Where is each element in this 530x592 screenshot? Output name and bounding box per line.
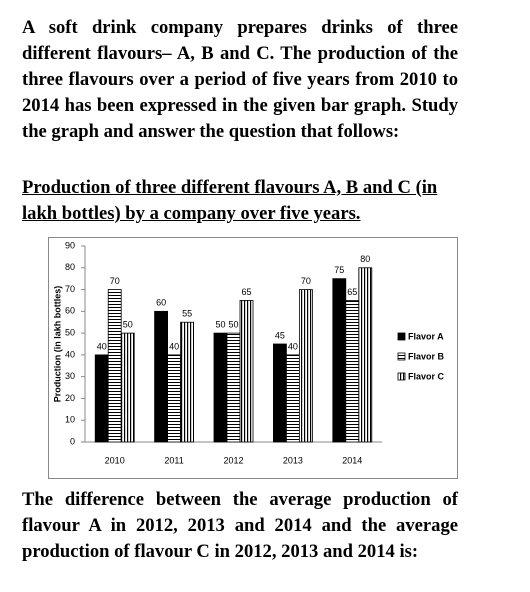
bar <box>239 300 254 443</box>
bar <box>120 332 135 443</box>
y-tick-label: 30 <box>65 371 75 381</box>
data-label: 40 <box>169 341 179 351</box>
data-label: 80 <box>360 254 370 264</box>
bar <box>358 267 373 443</box>
bar <box>298 289 313 443</box>
y-tick-label: 70 <box>65 284 75 294</box>
y-axis-label: Production (in lakh bottles) <box>52 286 62 403</box>
x-tick-label: 2010 <box>105 455 125 465</box>
x-tick-label: 2011 <box>164 455 183 465</box>
y-tick-label: 60 <box>65 306 75 316</box>
y-tick-label: 80 <box>65 262 75 272</box>
x-tick-label: 2013 <box>283 455 303 465</box>
chart-title: Production of three different flavours A… <box>22 177 438 224</box>
data-label: 70 <box>301 276 311 286</box>
data-label: 55 <box>182 309 192 319</box>
data-label: 70 <box>110 276 120 286</box>
x-tick-label: 2012 <box>223 455 243 465</box>
y-tick-label: 50 <box>65 327 75 337</box>
data-label: 65 <box>347 287 357 297</box>
bar <box>226 332 241 443</box>
bar <box>332 278 347 443</box>
legend-label: Flavor A <box>408 331 444 341</box>
y-tick-label: 10 <box>65 415 75 425</box>
bar <box>272 343 287 443</box>
data-label: 45 <box>275 330 285 340</box>
chart: 0 10 20 30 40 50 60 70 80 90 Production (in lakh b… <box>48 237 458 479</box>
data-label: 40 <box>97 341 107 351</box>
y-tick-label: 40 <box>65 349 75 359</box>
x-tick-label: 2014 <box>342 455 362 465</box>
legend-label: Flavor C <box>408 371 445 381</box>
legend-swatch <box>397 372 406 381</box>
intro-text: A soft drink company prepares drinks of … <box>22 17 458 142</box>
y-tick-label: 0 <box>70 436 75 446</box>
legend-swatch <box>397 352 406 361</box>
bar <box>345 300 360 443</box>
data-label: 75 <box>334 265 344 275</box>
bar <box>213 332 228 443</box>
y-tick-label: 90 <box>65 240 75 250</box>
y-tick-label: 20 <box>65 393 75 403</box>
bar <box>154 310 168 443</box>
data-label: 65 <box>241 287 251 297</box>
question-text: The difference between the average produ… <box>22 489 458 562</box>
data-label: 50 <box>228 319 238 329</box>
legend-label: Flavor B <box>408 351 445 361</box>
bar <box>94 354 109 443</box>
bar <box>107 289 122 443</box>
bar <box>285 354 300 443</box>
data-label: 40 <box>288 341 298 351</box>
data-label: 50 <box>123 319 133 329</box>
data-label: 60 <box>156 298 166 308</box>
legend-swatch <box>397 332 406 341</box>
bar <box>180 321 195 443</box>
bar <box>167 354 181 443</box>
data-label: 50 <box>215 319 225 329</box>
